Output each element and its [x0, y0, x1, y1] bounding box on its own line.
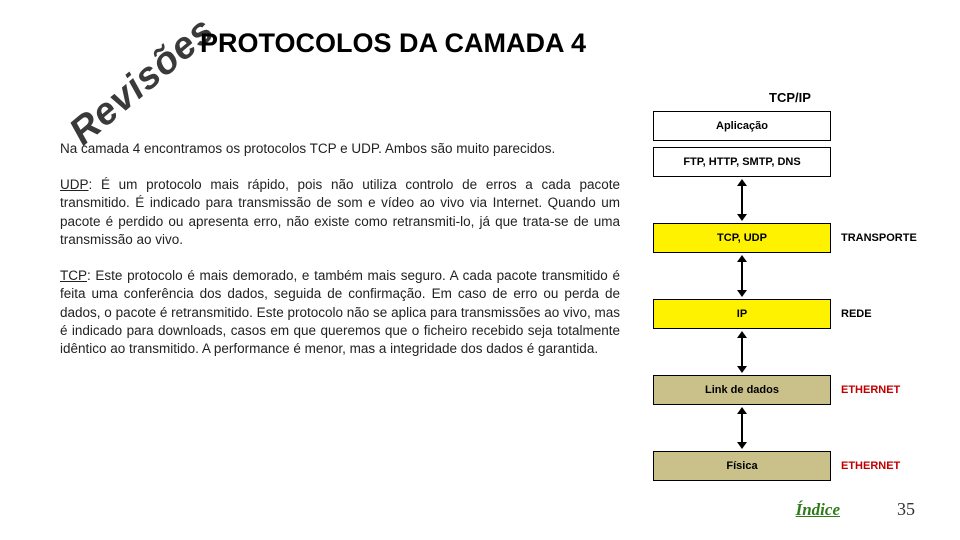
- udp-paragraph: UDP: É um protocolo mais rápido, pois nã…: [60, 176, 620, 249]
- double-arrow-icon: [653, 329, 831, 375]
- tcp-body: : Este protocolo é mais demorado, e tamb…: [60, 268, 620, 356]
- double-arrow-icon: [653, 253, 831, 299]
- tcp-paragraph: TCP: Este protocolo é mais demorado, e t…: [60, 267, 620, 358]
- index-link[interactable]: Índice: [796, 500, 840, 520]
- intro-paragraph: Na camada 4 encontramos os protocolos TC…: [60, 140, 620, 158]
- udp-name: UDP: [60, 177, 89, 192]
- layer-box: TCP, UDP: [653, 223, 831, 253]
- stamp-revisoes: Revisões: [62, 9, 224, 154]
- layer-stack: Aplicação FTP, HTTP, SMTP, DNS TCP, UDP IP L…: [653, 111, 831, 481]
- layer-box: FTP, HTTP, SMTP, DNS: [653, 147, 831, 177]
- page-title: PROTOCOLOS DA CAMADA 4: [200, 28, 586, 59]
- body-text: Na camada 4 encontramos os protocolos TC…: [60, 140, 620, 376]
- tcpip-figure: TCP/IP Aplicação FTP, HTTP, SMTP, DNS TCP,…: [645, 90, 935, 481]
- layer-label: ETHERNET: [831, 451, 926, 481]
- layer-label: TRANSPORTE: [831, 223, 926, 253]
- udp-body: : É um protocolo mais rápido, pois não u…: [60, 177, 620, 247]
- page-number: 35: [897, 499, 915, 520]
- double-arrow-icon: [653, 405, 831, 451]
- layer-label: REDE: [831, 299, 926, 329]
- layer-box: IP: [653, 299, 831, 329]
- layer-label: [831, 147, 926, 177]
- double-arrow-icon: [653, 177, 831, 223]
- layer-label: [831, 111, 926, 141]
- layer-box: Física: [653, 451, 831, 481]
- tcp-name: TCP: [60, 268, 87, 283]
- figure-title: TCP/IP: [645, 90, 935, 105]
- layer-box: Aplicação: [653, 111, 831, 141]
- layer-labels: TRANSPORTE REDE ETHERNET ETHERNET: [831, 111, 926, 481]
- layer-box: Link de dados: [653, 375, 831, 405]
- layer-label: ETHERNET: [831, 375, 926, 405]
